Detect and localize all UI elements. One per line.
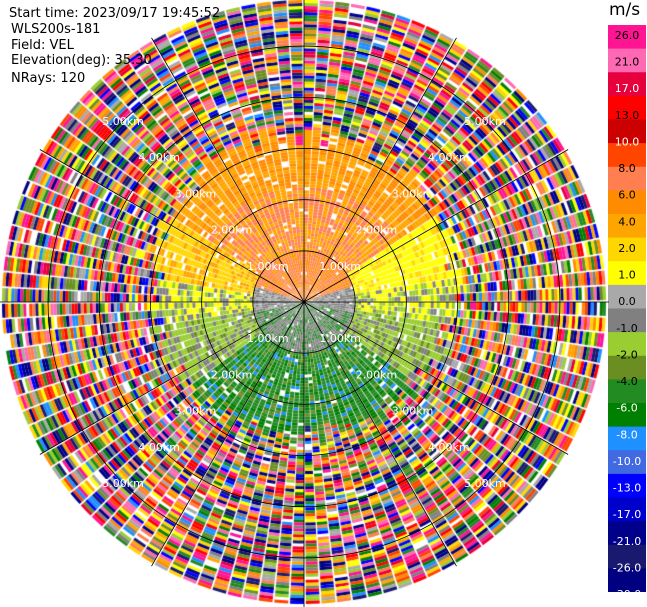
azimuth-spoke: [151, 37, 305, 303]
range-ring-label: 3.00km: [175, 405, 217, 418]
colorbar-segment: [608, 403, 646, 428]
colorbar-segment: [608, 95, 646, 120]
colorbar-tick-label: -1.0: [616, 322, 637, 335]
colorbar-segment: [608, 190, 646, 215]
colorbar-segment: [608, 143, 646, 168]
colorbar-segment: [608, 48, 646, 73]
colorbar-segment: [608, 521, 646, 546]
range-ring-label: 5.00km: [102, 477, 144, 490]
colorbar-segment: [608, 426, 646, 451]
range-ring-label: 1.00km: [247, 332, 289, 345]
colorbar-tick-label: -6.0: [616, 402, 637, 415]
colorbar-segment: [608, 308, 646, 333]
azimuth-spoke: [151, 301, 305, 567]
colorbar-tick-label: 17.0: [615, 82, 640, 95]
colorbar-tick-label: 0.0: [618, 295, 636, 308]
range-ring-label: 5.00km: [102, 115, 144, 128]
range-ring-label: 1.00km: [319, 332, 361, 345]
azimuth-spoke: [303, 149, 569, 303]
colorbar-tick-label: -10.0: [613, 455, 641, 468]
colorbar: 26.0 21.0 17.0 13.0 10.0 8.0 6.0 4.0 2.0 1.0 0.0 -1…: [608, 25, 646, 592]
elevation-label: Elevation(deg): 35.30: [11, 53, 152, 68]
colorbar-segment: [608, 355, 646, 380]
colorbar-tick-label: 6.0: [618, 189, 636, 202]
range-ring-label: 3.00km: [175, 187, 217, 200]
colorbar-tick-label: 1.0: [618, 269, 636, 282]
colorbar-segment: [608, 568, 646, 592]
instrument-label: WLS200s-181: [11, 22, 101, 37]
colorbar-tick-label: -21.0: [613, 535, 641, 548]
colorbar-tick-label: -17.0: [613, 508, 641, 521]
colorbar-tick-label: 21.0: [615, 56, 640, 69]
colorbar-segment: [608, 214, 646, 239]
range-ring-label: 3.00km: [392, 405, 434, 418]
colorbar-tick-label: -8.0: [616, 428, 637, 441]
colorbar-tick-label: 26.0: [615, 29, 640, 42]
colorbar-tick-label: -4.0: [616, 375, 637, 388]
colorbar-unit: m/s: [609, 0, 641, 20]
colorbar-tick-label: -26.0: [613, 561, 641, 574]
colorbar-tick-label: 13.0: [615, 109, 640, 122]
range-ring-label: 5.00km: [464, 477, 506, 490]
range-ring-label: 4.00km: [428, 151, 470, 164]
colorbar-tick-label: -13.0: [613, 482, 641, 495]
colorbar-segment: [608, 72, 646, 97]
range-ring-label: 4.00km: [138, 151, 180, 164]
range-ring-label: 3.00km: [392, 187, 434, 200]
colorbar-segment: [608, 237, 646, 262]
nrays-label: NRays: 120: [11, 71, 86, 86]
range-ring-label: 2.00km: [356, 224, 398, 237]
colorbar-segment: [608, 284, 646, 309]
range-ring-label: 1.00km: [319, 260, 361, 273]
range-ring-label: 2.00km: [211, 368, 253, 381]
azimuth-spoke: [303, 301, 569, 455]
colorbar-tick-label: 4.0: [618, 215, 636, 228]
colorbar-segment: [608, 332, 646, 357]
range-ring-label: 4.00km: [428, 441, 470, 454]
colorbar-segment: [608, 166, 646, 191]
colorbar-tick-label: -30.0: [613, 588, 641, 592]
colorbar-segment: [608, 450, 646, 475]
azimuth-spoke: [303, 37, 457, 303]
start-time-label: Start time: 2023/09/17 19:45:52: [9, 6, 221, 21]
range-ring-label: 5.00km: [464, 115, 506, 128]
colorbar-segment: [608, 379, 646, 404]
field-label: Field: VEL: [11, 38, 74, 53]
colorbar-tick-label: -2.0: [616, 348, 637, 361]
azimuth-spoke: [303, 301, 457, 567]
colorbar-segment: [608, 544, 646, 569]
colorbar-tick-label: 2.0: [618, 242, 636, 255]
colorbar-segment: [608, 473, 646, 498]
colorbar-segment: [608, 497, 646, 522]
range-ring-label: 2.00km: [211, 224, 253, 237]
colorbar-segment: [608, 25, 646, 50]
azimuth-spoke: [39, 301, 305, 455]
colorbar-segment: [608, 261, 646, 286]
range-ring-label: 4.00km: [138, 441, 180, 454]
azimuth-spoke: [39, 149, 305, 303]
range-ring-label: 1.00km: [247, 260, 289, 273]
colorbar-segment: [608, 119, 646, 144]
colorbar-tick-label: 8.0: [618, 162, 636, 175]
colorbar-tick-label: 10.0: [615, 135, 640, 148]
range-ring-label: 2.00km: [356, 368, 398, 381]
